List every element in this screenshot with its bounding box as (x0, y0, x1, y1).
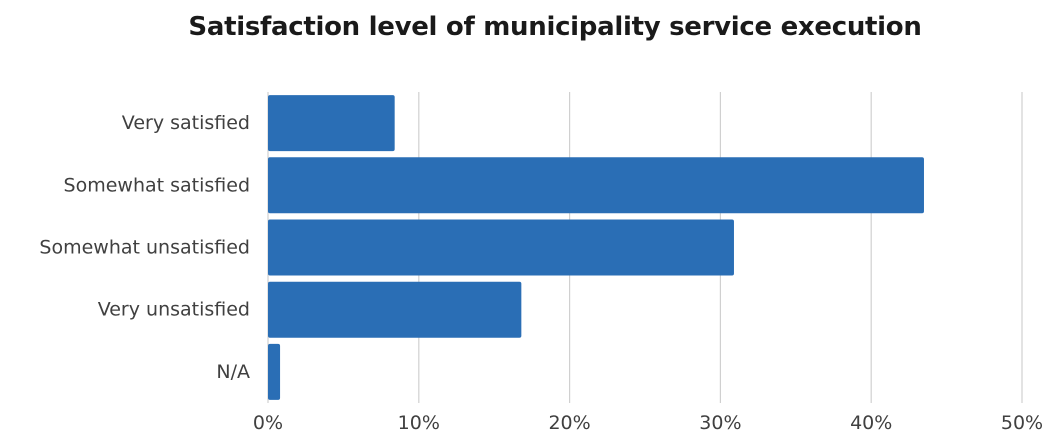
category-label-4: N/A (216, 361, 250, 383)
category-labels: Very satisfied Somewhat satisfied Somewhat… (39, 112, 250, 383)
x-tick-label-0: 0% (253, 412, 283, 434)
chart-title: Satisfaction level of municipality servi… (188, 12, 922, 42)
x-axis-tick-labels: 0% 10% 20% 30% 40% 50% (253, 412, 1043, 434)
x-tick-label-2: 20% (548, 412, 590, 434)
category-label-3: Very unsatisfied (98, 299, 250, 321)
category-label-1: Somewhat satisfied (64, 174, 250, 196)
bar-3 (268, 281, 522, 338)
category-label-2: Somewhat unsatisfied (39, 237, 250, 259)
bar-0 (268, 95, 395, 152)
x-tick-label-4: 40% (850, 412, 892, 434)
x-tick-label-1: 10% (398, 412, 440, 434)
category-label-0: Very satisfied (122, 112, 250, 134)
x-tick-label-5: 50% (1001, 412, 1043, 434)
x-tick-label-3: 30% (699, 412, 741, 434)
bar-4 (268, 343, 281, 400)
bars (268, 95, 924, 400)
bar-1 (268, 157, 924, 214)
bar-2 (268, 219, 734, 276)
